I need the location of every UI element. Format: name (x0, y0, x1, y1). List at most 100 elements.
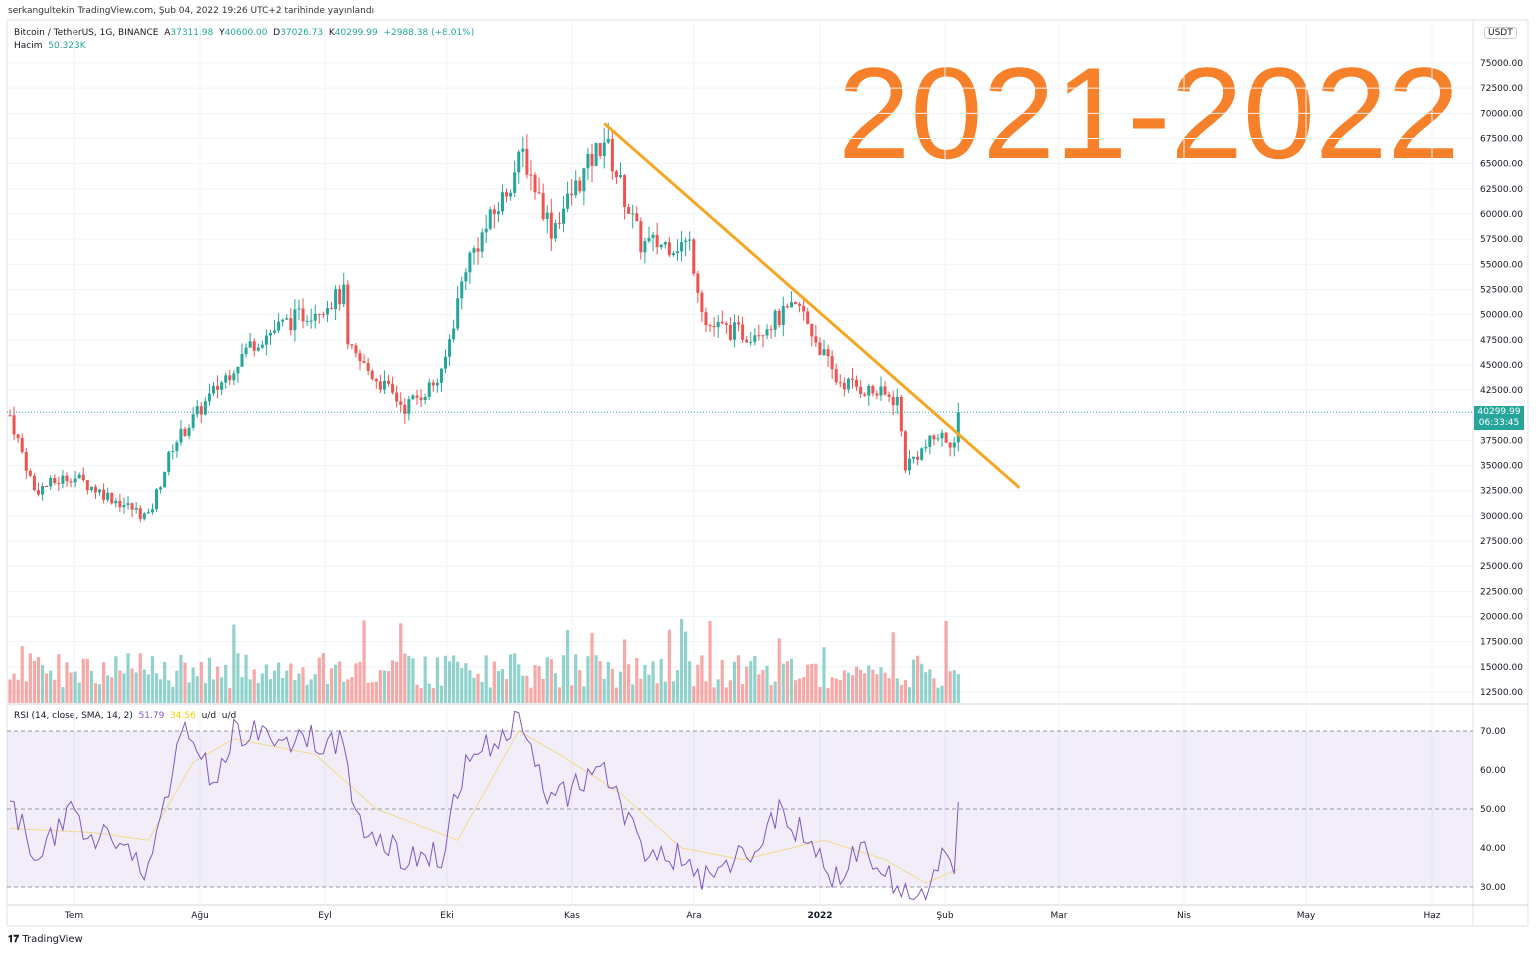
volume-bar (582, 686, 586, 703)
volume-bar (89, 670, 93, 703)
candle-body (838, 382, 842, 384)
candle-body (794, 302, 798, 304)
candle-body (826, 349, 830, 357)
volume-bar (329, 668, 334, 703)
volume-bar (854, 666, 859, 703)
volume-bar (167, 680, 171, 703)
candle-body (732, 322, 736, 340)
volume-bar (163, 662, 167, 703)
candle-body (635, 213, 639, 222)
volume-bar (85, 658, 89, 703)
volume-bar (224, 664, 228, 703)
candle-body (667, 242, 671, 256)
candle-body (89, 486, 93, 491)
candle-body (285, 318, 289, 320)
price-tick-label: 45000.00 (1480, 361, 1523, 371)
candle-body (586, 153, 590, 169)
volume-bar (618, 671, 623, 703)
candle-body (842, 382, 846, 390)
candle-body (399, 401, 403, 405)
candle-body (517, 151, 521, 173)
candle-body (533, 174, 537, 193)
candle-body (578, 180, 582, 192)
candle-body (358, 353, 362, 361)
high-label: Y (219, 28, 225, 38)
candle-body (321, 314, 325, 316)
volume-bar (635, 658, 639, 703)
rsi-name[interactable]: RSI (14, close, SMA, 14, 2) (14, 711, 133, 721)
symbol-label[interactable]: Bitcoin / TetherUS, 1G, BINANCE (14, 28, 159, 38)
volume-bar (549, 659, 553, 703)
candle-body (916, 456, 920, 460)
volume-bar (830, 677, 834, 703)
candle-body (102, 489, 106, 500)
volume-bar (468, 670, 472, 703)
volume-bar (557, 687, 562, 703)
volume-bar (386, 671, 391, 703)
close-label: K (328, 28, 335, 38)
volume-label: Hacim (14, 41, 43, 51)
volume-bar (370, 682, 374, 703)
volume-bar (102, 662, 106, 703)
rsi-sma-line (9, 730, 959, 884)
candle-body (810, 323, 814, 337)
volume-bar (456, 661, 460, 703)
time-tick-label: Eki (440, 911, 453, 921)
volume-bar (907, 687, 912, 703)
candle-body (244, 347, 248, 355)
volume-bar (769, 685, 773, 703)
volume-bar (879, 667, 883, 703)
candle-body (834, 369, 838, 383)
candle-body (179, 428, 183, 443)
volume-bar (338, 661, 342, 703)
candle-body (362, 360, 366, 363)
volume-bar (525, 675, 529, 703)
candle-body (684, 240, 688, 243)
candle-body (907, 458, 911, 471)
volume-bar (81, 658, 85, 703)
candle-body (317, 313, 321, 315)
rsi-extra-1: u/d (201, 711, 217, 721)
bar-countdown: 06:33:45 (1478, 418, 1520, 428)
published-note: serkangultekin TradingView.com, Şub 04, … (8, 6, 375, 16)
candle-body (623, 175, 627, 207)
volume-bar (435, 657, 439, 703)
candle-body (439, 368, 443, 383)
volume-bar (138, 653, 142, 703)
candle-body (85, 480, 89, 491)
tradingview-logo[interactable]: 𝟏𝟕 TradingView (8, 934, 83, 945)
candle-body (818, 342, 822, 356)
close-value: 40299.99 (334, 28, 378, 38)
volume-bar (671, 681, 676, 703)
candle-body (769, 329, 773, 331)
candle-body (716, 321, 720, 328)
candle-body (232, 373, 236, 381)
candle-body (557, 223, 561, 225)
candle-body (191, 414, 195, 428)
change-value: +2988.38 (+8.01%) (383, 28, 475, 38)
candle-body (435, 382, 439, 386)
candle-body (741, 324, 745, 340)
volume-bar (724, 687, 728, 703)
volume-bar (443, 655, 448, 703)
volume-bar (696, 664, 700, 703)
volume-bar (211, 679, 216, 703)
candle-body (614, 171, 618, 178)
candle-body (899, 396, 903, 432)
candle-body (488, 209, 492, 229)
volume-bar (846, 672, 851, 703)
volume-bar (956, 674, 960, 703)
volume-bar (126, 653, 130, 703)
volume-bar (12, 673, 16, 703)
volume-bar (309, 679, 313, 703)
volume-bar (859, 669, 863, 703)
currency-badge[interactable]: USDT (1484, 27, 1517, 39)
candle-body (484, 228, 488, 233)
volume-bar (350, 676, 354, 703)
rsi-tick-label: 40.00 (1480, 844, 1506, 854)
price-tick-label: 22500.00 (1480, 587, 1523, 597)
volume-bar (716, 679, 720, 703)
volume-bar (248, 679, 252, 703)
candle-body (309, 320, 313, 322)
